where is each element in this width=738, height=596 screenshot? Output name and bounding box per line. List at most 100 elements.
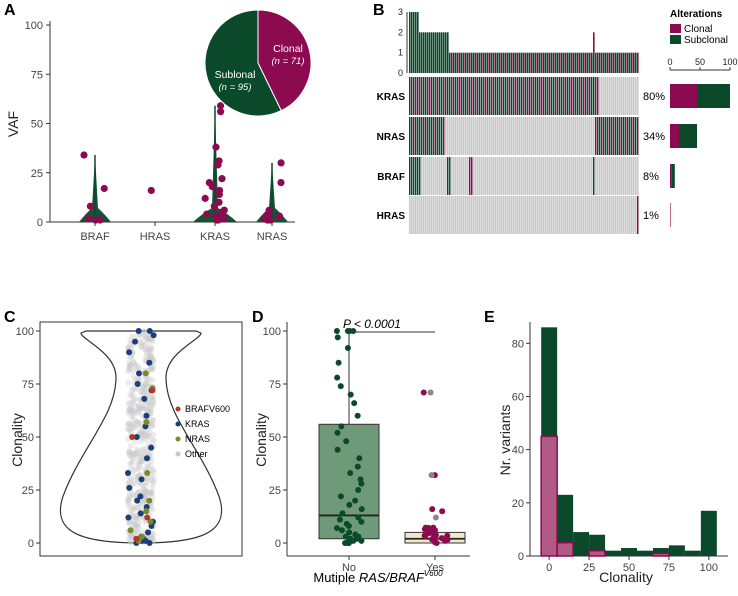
b-cell bbox=[623, 196, 625, 234]
c-point-other bbox=[133, 514, 140, 521]
c-point-other bbox=[131, 451, 138, 458]
b-cell bbox=[425, 77, 427, 115]
b-cell bbox=[551, 77, 553, 115]
b-top-bar-clonal bbox=[499, 52, 501, 73]
e-ytick-label: 40 bbox=[512, 445, 524, 457]
b-cell bbox=[523, 196, 525, 234]
d-point-yes bbox=[420, 389, 427, 396]
b-top-bar-subclonal bbox=[503, 52, 505, 73]
c-point-other bbox=[141, 432, 148, 439]
b-cell bbox=[475, 196, 477, 234]
c-point-other bbox=[125, 426, 132, 433]
b-top-bar-subclonal bbox=[443, 32, 445, 73]
c-point-other bbox=[148, 365, 155, 372]
b-cell bbox=[507, 196, 509, 234]
b-cell bbox=[535, 117, 537, 155]
c-point-other bbox=[139, 405, 146, 412]
b-cell bbox=[413, 157, 415, 195]
b-cell bbox=[453, 77, 455, 115]
b-cell bbox=[547, 117, 549, 155]
b-cell bbox=[525, 117, 527, 155]
c-point-other bbox=[131, 476, 138, 483]
c-point-other bbox=[138, 344, 145, 351]
b-cell bbox=[633, 196, 635, 234]
c-point-other bbox=[137, 464, 144, 471]
b-cell bbox=[629, 196, 631, 234]
b-top-bar-subclonal bbox=[575, 52, 577, 73]
c-point-other bbox=[144, 347, 151, 354]
c-point-other bbox=[150, 531, 157, 538]
c-point-other bbox=[130, 470, 137, 477]
b-cell bbox=[519, 196, 521, 234]
b-cell bbox=[609, 196, 611, 234]
c-point-other bbox=[150, 398, 157, 405]
e-xtick-label: 25 bbox=[583, 562, 595, 574]
b-cell bbox=[579, 117, 581, 155]
b-cell bbox=[613, 77, 615, 115]
a-point bbox=[203, 210, 211, 218]
b-cell bbox=[589, 117, 591, 155]
c-point-other bbox=[144, 408, 151, 415]
b-top-bar-subclonal bbox=[629, 52, 631, 73]
c-point-other bbox=[146, 376, 153, 383]
b-cell bbox=[599, 117, 601, 155]
c-point-other bbox=[150, 363, 157, 370]
c-point-other bbox=[145, 335, 152, 342]
b-cell bbox=[493, 117, 495, 155]
b-cell bbox=[533, 157, 535, 195]
b-cell bbox=[489, 157, 491, 195]
d-xlabel-sup: V600 bbox=[424, 569, 443, 578]
b-cell bbox=[617, 117, 619, 155]
c-ytick-label: 25 bbox=[22, 485, 34, 497]
b-cell bbox=[463, 77, 465, 115]
b-cell bbox=[489, 77, 491, 115]
b-cell bbox=[477, 157, 479, 195]
d-point-no bbox=[334, 334, 341, 341]
b-cell bbox=[497, 196, 499, 234]
c-point-other bbox=[128, 393, 135, 400]
b-cell bbox=[609, 77, 611, 115]
b-cell bbox=[419, 196, 421, 234]
b-cell bbox=[431, 117, 433, 155]
c-point-other bbox=[129, 357, 136, 364]
b-cell bbox=[437, 157, 439, 195]
b-cell bbox=[583, 117, 585, 155]
b-cell bbox=[419, 157, 421, 195]
c-point-other bbox=[144, 337, 151, 344]
d-point-yes bbox=[421, 532, 428, 539]
b-top-bar-subclonal bbox=[429, 32, 431, 73]
c-point-other bbox=[131, 455, 138, 462]
b-cell bbox=[453, 157, 455, 195]
c-point-other bbox=[130, 425, 137, 432]
c-point-braf bbox=[144, 514, 151, 521]
b-top-bar-subclonal bbox=[471, 52, 473, 73]
a-point bbox=[266, 216, 275, 224]
e-xtick-label: 100 bbox=[700, 562, 718, 574]
b-cell bbox=[509, 117, 511, 155]
b-cell bbox=[527, 117, 529, 155]
b-cell bbox=[511, 157, 513, 195]
b-cell bbox=[461, 117, 463, 155]
panel-letter-e: E bbox=[484, 309, 495, 326]
c-point-other bbox=[141, 496, 148, 503]
b-cell bbox=[561, 117, 563, 155]
b-cell bbox=[529, 117, 531, 155]
c-point-other bbox=[130, 466, 137, 473]
b-cell bbox=[453, 196, 455, 234]
b-cell bbox=[459, 196, 461, 234]
b-cell bbox=[611, 77, 613, 115]
b-cell bbox=[589, 157, 591, 195]
d-point-no bbox=[356, 455, 363, 462]
b-top-bar-clonal bbox=[487, 52, 489, 73]
b-gene-bar-subclonal bbox=[697, 84, 730, 108]
b-cell bbox=[577, 196, 579, 234]
c-point-other bbox=[141, 405, 148, 412]
a-points bbox=[80, 102, 285, 224]
b-cell bbox=[611, 196, 613, 234]
b-cell bbox=[629, 77, 631, 115]
b-cell bbox=[513, 196, 515, 234]
c-point-other bbox=[134, 460, 141, 467]
b-cell bbox=[499, 117, 501, 155]
c-point-other bbox=[131, 396, 138, 403]
b-cell bbox=[563, 77, 565, 115]
